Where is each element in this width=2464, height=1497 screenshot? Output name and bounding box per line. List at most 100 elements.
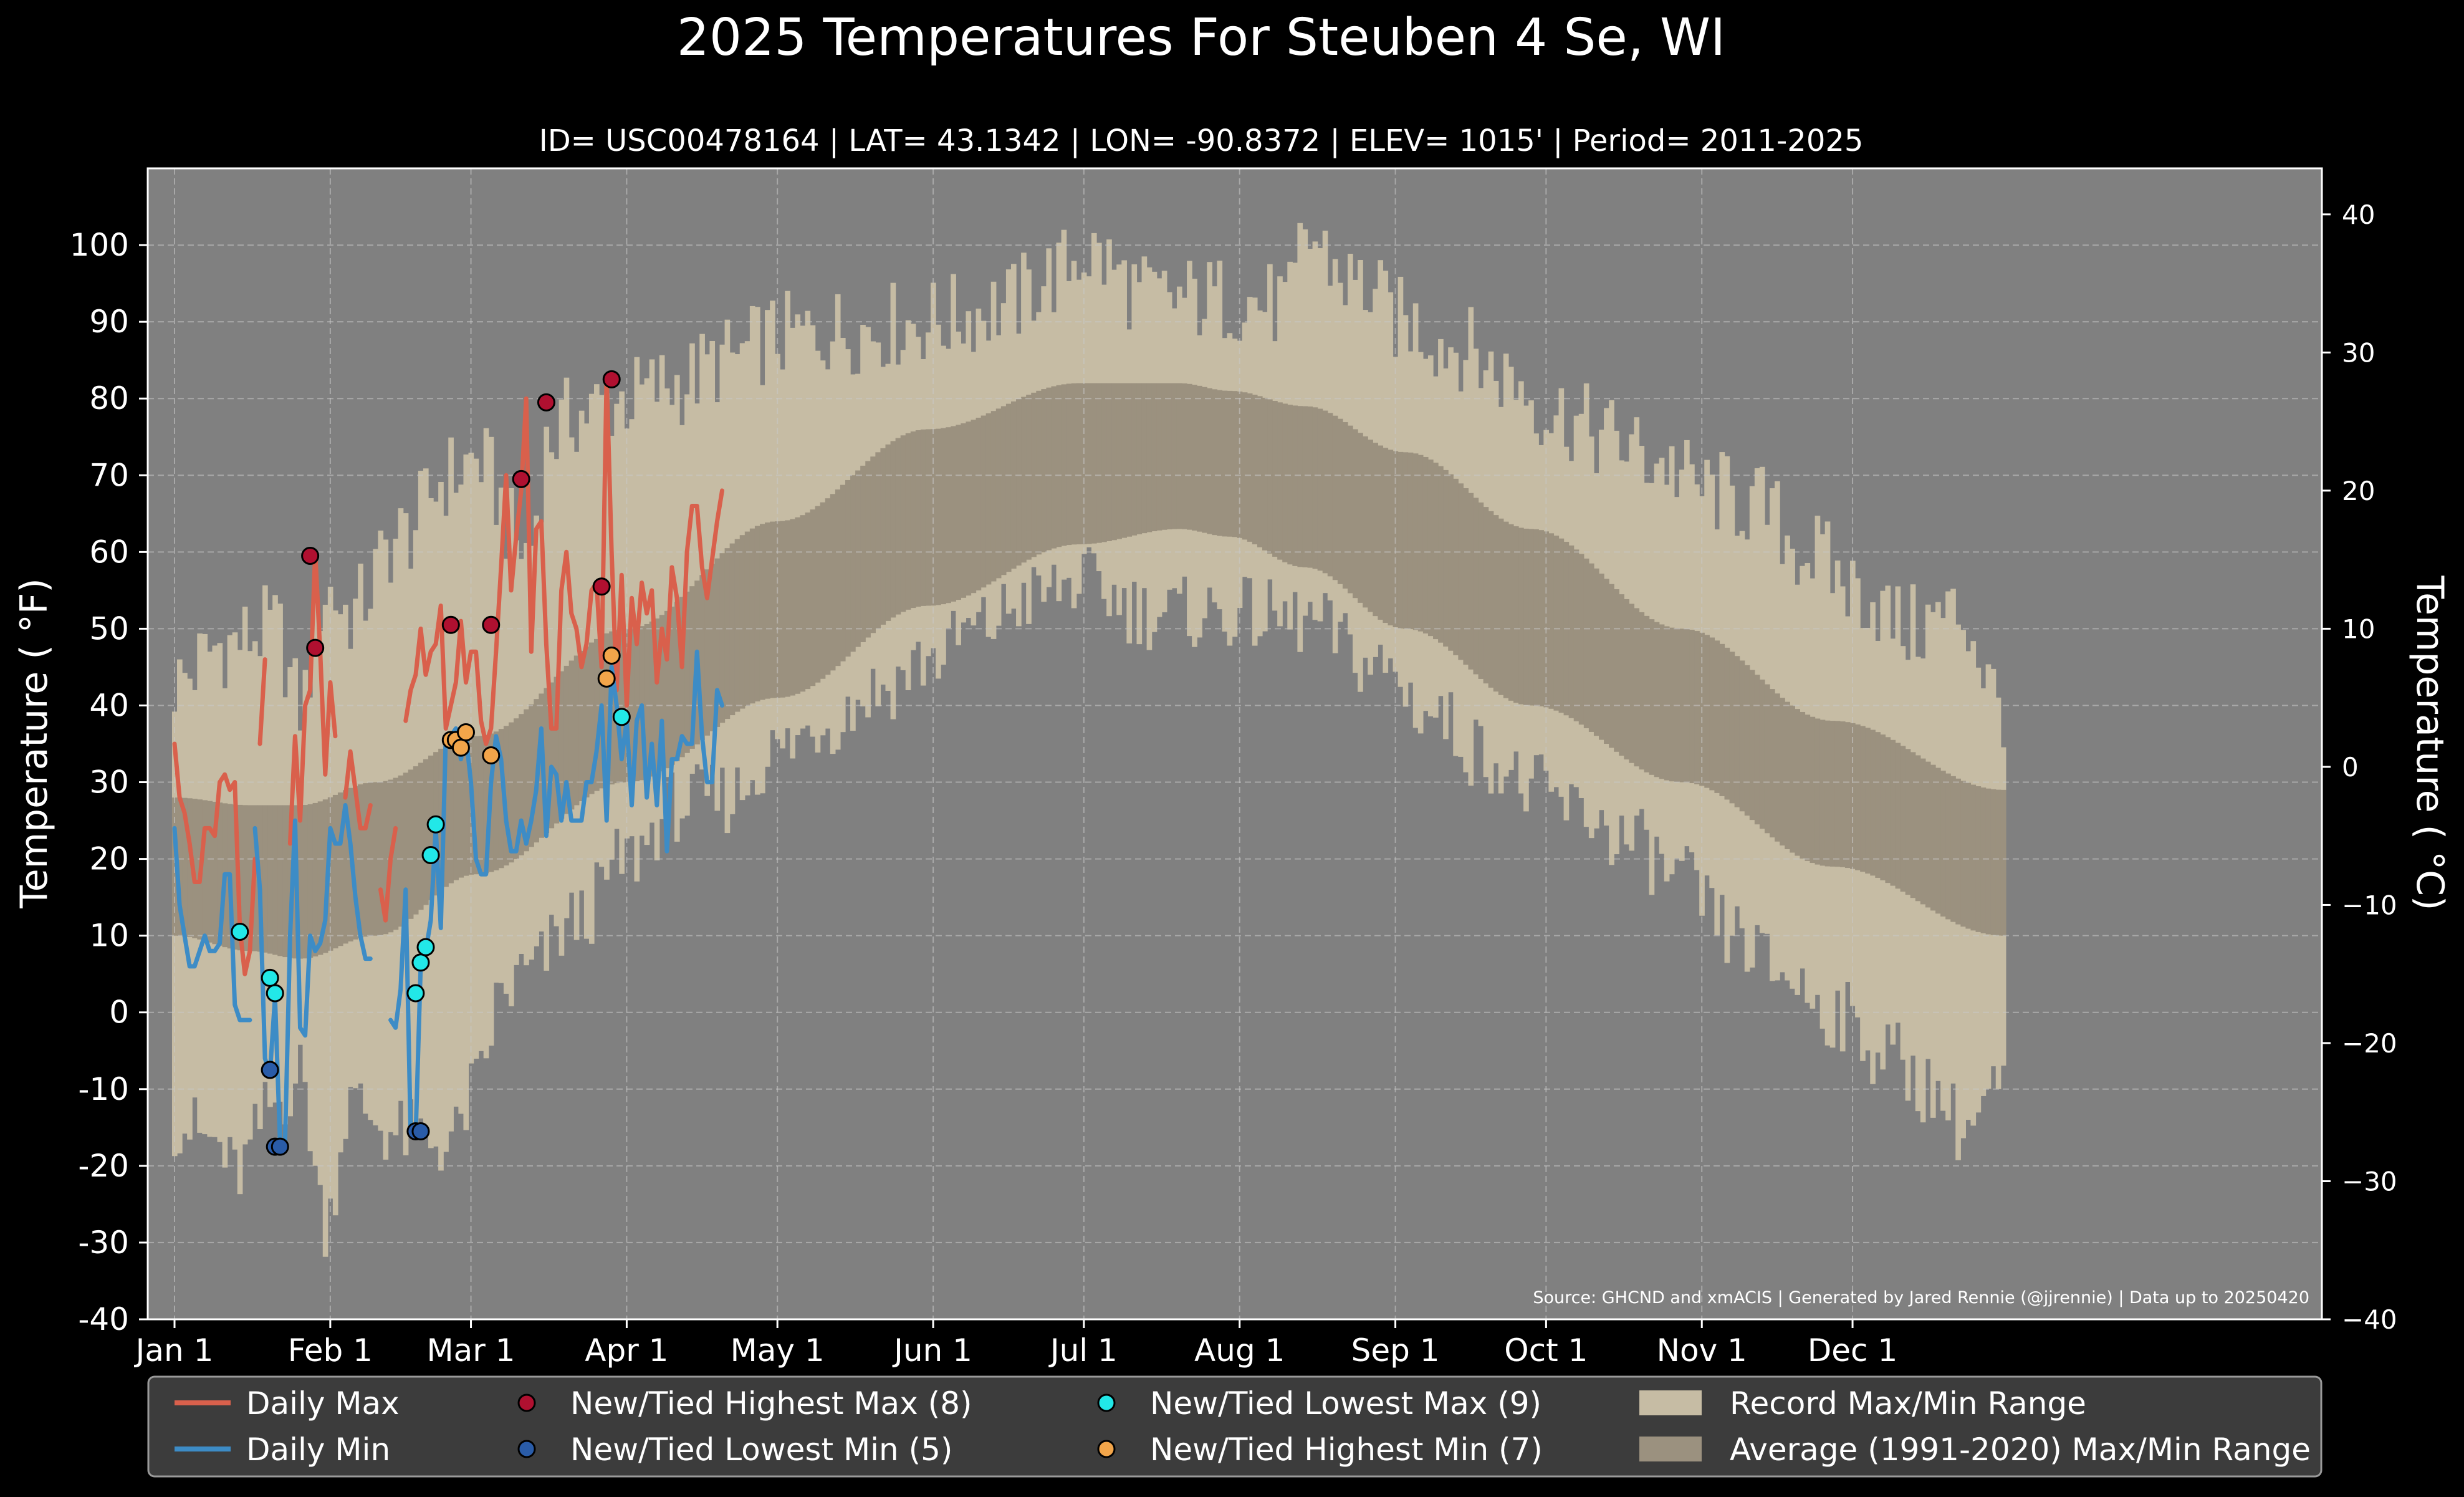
normal-range-bar xyxy=(443,745,449,887)
normal-range-bar xyxy=(1202,387,1207,533)
normal-range-bar xyxy=(187,798,193,938)
record-range-bar xyxy=(614,403,620,829)
normal-range-bar xyxy=(1192,385,1197,531)
record-markers xyxy=(231,370,631,1156)
legend-label: Average (1991-2020) Max/Min Range xyxy=(1730,1432,2311,1468)
normal-range-bar xyxy=(714,558,721,727)
normal-range-bar xyxy=(1719,643,1725,796)
y-tick-label-right: 40 xyxy=(2342,200,2375,230)
normal-range-bar xyxy=(971,420,977,594)
normal-range-bar xyxy=(554,676,560,824)
highest-max-marker xyxy=(602,370,621,388)
normal-range-bar xyxy=(754,526,760,702)
normal-range-bar xyxy=(659,615,665,772)
normal-range-bar xyxy=(1267,399,1273,554)
legend-label: Daily Min xyxy=(246,1432,390,1468)
normal-range-bar xyxy=(1709,637,1715,791)
normal-range-bar xyxy=(1503,521,1509,698)
normal-range-bar xyxy=(398,775,404,927)
normal-range-bar xyxy=(1805,715,1811,861)
normal-range-bar xyxy=(1624,599,1629,760)
normal-range-bar xyxy=(1714,640,1720,793)
normal-range-bar xyxy=(272,805,278,955)
normal-range-bar xyxy=(182,797,188,936)
y-tick-label: -30 xyxy=(78,1225,129,1261)
normal-range-bar xyxy=(1634,608,1640,767)
normal-range-bar xyxy=(247,805,253,951)
legend-item: New/Tied Highest Min (7) xyxy=(1097,1432,1543,1468)
legend-label: New/Tied Highest Max (8) xyxy=(570,1385,972,1422)
normal-range-bar xyxy=(980,415,987,588)
normal-range-bar xyxy=(1629,604,1635,763)
normal-range-bar xyxy=(1980,787,1987,933)
normal-range-bar xyxy=(1814,718,1821,865)
normal-range-bar xyxy=(1810,716,1816,864)
normal-range-bar xyxy=(1126,383,1133,537)
normal-range-bar xyxy=(1985,788,1992,935)
normal-range-bar xyxy=(830,494,836,671)
normal-range-bar xyxy=(1252,395,1258,545)
normal-range-bar xyxy=(1232,391,1238,537)
normal-range-bar xyxy=(990,411,997,582)
normal-range-bar xyxy=(1538,530,1544,706)
legend-swatch-marker xyxy=(517,1394,536,1412)
lowest-max-marker xyxy=(612,708,631,726)
normal-range-bar xyxy=(1775,693,1780,842)
daily-max-line xyxy=(343,749,373,830)
daily-min-line xyxy=(252,803,373,1145)
chart-title: 2025 Temperatures For Steuben 4 Se, WI xyxy=(677,8,1725,67)
normal-range-bar xyxy=(458,738,464,878)
normal-range-bar xyxy=(519,714,524,855)
y-tick-label: -40 xyxy=(78,1301,129,1337)
highest-min-marker xyxy=(451,738,470,757)
y-tick-label: 70 xyxy=(89,457,129,493)
x-tick-label: Mar 1 xyxy=(427,1332,515,1369)
normal-range-bar xyxy=(1824,720,1831,867)
y-tick-label: 20 xyxy=(89,841,129,877)
y-tick-label: 80 xyxy=(89,380,129,416)
normal-range-bar xyxy=(1749,670,1755,821)
normal-range-bar xyxy=(951,426,956,602)
normal-range-bar xyxy=(1348,425,1353,594)
normal-range-bar xyxy=(1995,789,2001,936)
normal-range-bar xyxy=(1664,626,1670,781)
normal-range-bar xyxy=(1528,529,1534,706)
normal-range-bar xyxy=(1473,498,1479,675)
normal-range-bar xyxy=(1593,568,1599,736)
normal-range-bar xyxy=(1649,619,1655,775)
normal-range-bar xyxy=(1151,383,1158,532)
normal-range-bar xyxy=(920,429,926,606)
y-tick-label: -10 xyxy=(78,1071,129,1107)
y-tick-label: 60 xyxy=(89,534,129,570)
normal-range-bar xyxy=(383,781,389,935)
normal-range-bar xyxy=(1312,407,1318,569)
y-axis-right: −40 −30 −20 −10 0 10 20 30 40 xyxy=(2322,200,2397,1335)
normal-range-bar xyxy=(1277,402,1283,560)
normal-range-bar xyxy=(810,509,816,686)
normal-range-bar xyxy=(282,805,288,958)
y-tick-label: -20 xyxy=(78,1148,129,1184)
lowest-max-marker xyxy=(411,953,430,972)
normal-range-bar xyxy=(1412,453,1419,630)
normal-range-bar xyxy=(1704,635,1710,788)
normal-range-bar xyxy=(936,428,941,605)
normal-range-bar xyxy=(529,704,534,847)
normal-range-bar xyxy=(1759,679,1765,829)
normal-range-bar xyxy=(1468,493,1474,670)
highest-min-marker xyxy=(602,646,621,665)
y-tick-label-right: −30 xyxy=(2342,1166,2397,1196)
normal-range-bar xyxy=(995,408,1002,579)
normal-range-bar xyxy=(890,441,896,618)
normal-range-bar xyxy=(1865,728,1871,874)
lowest-max-marker xyxy=(416,938,435,956)
normal-range-bar xyxy=(588,642,595,794)
normal-range-bar xyxy=(337,792,343,946)
normal-range-bar xyxy=(403,773,409,923)
normal-range-bar xyxy=(1639,612,1645,770)
normal-range-bar xyxy=(649,621,655,777)
normal-range-bar xyxy=(1599,574,1604,740)
normal-range-bar xyxy=(1834,721,1841,867)
legend-label: Daily Max xyxy=(246,1385,400,1422)
normal-range-bar xyxy=(232,804,238,950)
normal-range-bar xyxy=(1930,764,1936,911)
